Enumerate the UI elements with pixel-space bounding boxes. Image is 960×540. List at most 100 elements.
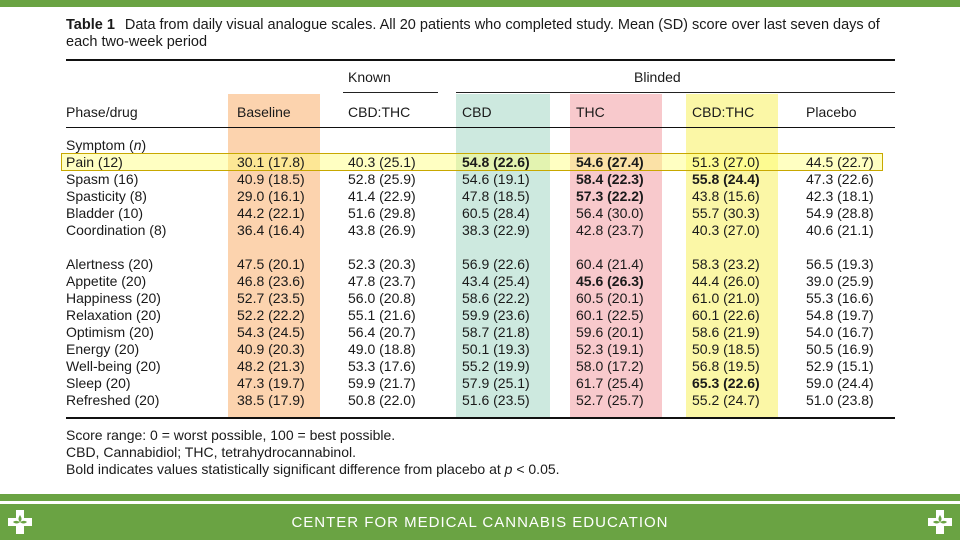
- baseline-column-highlight: [228, 94, 320, 417]
- table-cell: 59.9 (21.7): [348, 375, 416, 391]
- table-cell: 58.4 (22.3): [576, 171, 644, 187]
- table-cell: 51.6 (29.8): [348, 205, 416, 221]
- blinded-group-header: Blinded: [634, 69, 681, 85]
- row-label: Well-being (20): [66, 358, 161, 374]
- footnote-score-range: Score range: 0 = worst possible, 100 = b…: [66, 427, 396, 443]
- table-cell: 61.7 (25.4): [576, 375, 644, 391]
- cross-leaf-icon: [8, 510, 32, 534]
- table-cell: 60.1 (22.5): [576, 307, 644, 323]
- table-cell: 42.3 (18.1): [806, 188, 874, 204]
- row-label: Alertness (20): [66, 256, 154, 272]
- table-cell: 55.2 (19.9): [462, 358, 530, 374]
- column-header-placebo: Placebo: [806, 104, 857, 120]
- table-cell: 38.5 (17.9): [237, 392, 305, 408]
- table-cell: 50.8 (22.0): [348, 392, 416, 408]
- footer-band: [0, 504, 960, 540]
- table-cell: 52.7 (23.5): [237, 290, 305, 306]
- footer-accent-bar: [0, 494, 960, 501]
- table-cell: 43.4 (25.4): [462, 273, 530, 289]
- row-label: Sleep (20): [66, 375, 131, 391]
- row-label: Energy (20): [66, 341, 140, 357]
- table-cell: 54.6 (27.4): [576, 154, 644, 170]
- table-cell: 59.6 (20.1): [576, 324, 644, 340]
- blinded-group-rule: [456, 92, 895, 93]
- table-cell: 55.3 (16.6): [806, 290, 874, 306]
- table-cell: 52.3 (19.1): [576, 341, 644, 357]
- table-cell: 41.4 (22.9): [348, 188, 416, 204]
- cbdthc-blinded-column-highlight: [686, 94, 778, 417]
- table-cell: 58.3 (23.2): [692, 256, 760, 272]
- table-cell: 39.0 (25.9): [806, 273, 874, 289]
- known-group-rule: [343, 92, 438, 93]
- table-cell: 54.6 (19.1): [462, 171, 530, 187]
- table-cell: 47.5 (20.1): [237, 256, 305, 272]
- table-label: Table 1: [66, 17, 115, 33]
- cbd-column-highlight: [456, 94, 550, 417]
- top-accent-bar: [0, 0, 960, 7]
- column-header-cbd: CBD: [462, 104, 492, 120]
- table-cell: 54.9 (28.8): [806, 205, 874, 221]
- table-cell: 50.1 (19.3): [462, 341, 530, 357]
- table-cell: 61.0 (21.0): [692, 290, 760, 306]
- table-cell: 40.3 (25.1): [348, 154, 416, 170]
- thc-column-highlight: [570, 94, 662, 417]
- table-cell: 56.0 (20.8): [348, 290, 416, 306]
- table-cell: 45.6 (26.3): [576, 273, 644, 289]
- table-cell: 56.4 (30.0): [576, 205, 644, 221]
- table-cell: 40.9 (20.3): [237, 341, 305, 357]
- table-cell: 40.9 (18.5): [237, 171, 305, 187]
- table-cell: 55.7 (30.3): [692, 205, 760, 221]
- table-cell: 44.4 (26.0): [692, 273, 760, 289]
- table-cell: 52.3 (20.3): [348, 256, 416, 272]
- row-label: Appetite (20): [66, 273, 147, 289]
- table-cell: 55.1 (21.6): [348, 307, 416, 323]
- table-cell: 52.9 (15.1): [806, 358, 874, 374]
- table-cell: 56.8 (19.5): [692, 358, 760, 374]
- known-group-header: Known: [348, 69, 391, 85]
- table-cell: 53.3 (17.6): [348, 358, 416, 374]
- table-cell: 51.0 (23.8): [806, 392, 874, 408]
- footnote-significance: Bold indicates values statistically sign…: [66, 461, 560, 477]
- table-cell: 54.8 (19.7): [806, 307, 874, 323]
- table-cell: 54.0 (16.7): [806, 324, 874, 340]
- pain-row-highlight: [61, 153, 883, 171]
- table-cell: 49.0 (18.8): [348, 341, 416, 357]
- cross-leaf-icon: [928, 510, 952, 534]
- table-caption: Table 1 Data from daily visual analogue s…: [66, 17, 896, 51]
- column-header-cbd-thc-known: CBD:THC: [348, 104, 411, 120]
- header-bottom-rule: [66, 127, 895, 128]
- table-cell: 47.8 (18.5): [462, 188, 530, 204]
- table-cell: 51.6 (23.5): [462, 392, 530, 408]
- row-label: Spasticity (8): [66, 188, 147, 204]
- table-cell: 42.8 (23.7): [576, 222, 644, 238]
- table-cell: 60.4 (21.4): [576, 256, 644, 272]
- column-header-thc: THC: [576, 104, 605, 120]
- table-cell: 50.9 (18.5): [692, 341, 760, 357]
- table-cell: 54.3 (24.5): [237, 324, 305, 340]
- table-cell: 54.8 (22.6): [462, 154, 530, 170]
- row-label: Bladder (10): [66, 205, 144, 221]
- table-cell: 59.0 (24.4): [806, 375, 874, 391]
- row-label: Optimism (20): [66, 324, 154, 340]
- table-cell: 57.9 (25.1): [462, 375, 530, 391]
- table-cell: 56.9 (22.6): [462, 256, 530, 272]
- table-cell: 65.3 (22.6): [692, 375, 760, 391]
- table-cell: 47.3 (22.6): [806, 171, 874, 187]
- section-label-symptom: Symptom (n): [66, 137, 147, 153]
- table-cell: 47.3 (19.7): [237, 375, 305, 391]
- table-cell: 47.8 (23.7): [348, 273, 416, 289]
- table-cell: 46.8 (23.6): [237, 273, 305, 289]
- table-cell: 55.8 (24.4): [692, 171, 760, 187]
- row-label: Pain (12): [66, 154, 123, 170]
- table-cell: 58.7 (21.8): [462, 324, 530, 340]
- footer-title: CENTER FOR MEDICAL CANNABIS EDUCATION: [291, 514, 669, 531]
- table-cell: 38.3 (22.9): [462, 222, 530, 238]
- table-cell: 48.2 (21.3): [237, 358, 305, 374]
- table-cell: 29.0 (16.1): [237, 188, 305, 204]
- footnote-abbreviations: CBD, Cannabidiol; THC, tetrahydrocannabi…: [66, 444, 357, 460]
- row-label: Happiness (20): [66, 290, 161, 306]
- table-cell: 52.7 (25.7): [576, 392, 644, 408]
- table-cell: 30.1 (17.8): [237, 154, 305, 170]
- table-cell: 44.2 (22.1): [237, 205, 305, 221]
- table-cell: 59.9 (23.6): [462, 307, 530, 323]
